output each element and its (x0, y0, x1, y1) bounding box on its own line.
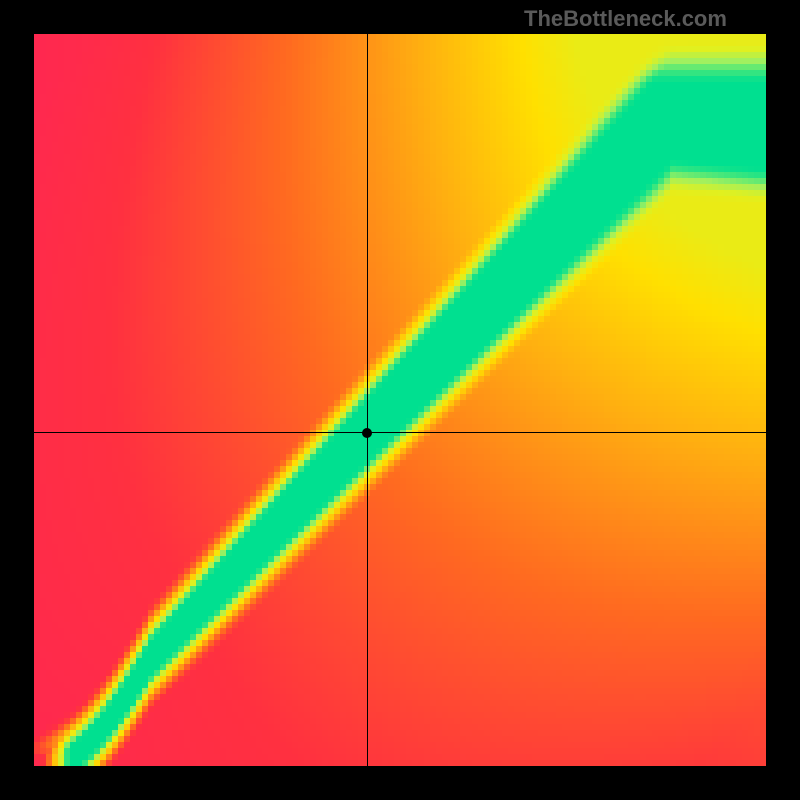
bottleneck-heatmap (34, 34, 766, 766)
watermark-text: TheBottleneck.com (524, 6, 727, 32)
crosshair-horizontal (34, 432, 766, 433)
crosshair-marker (362, 428, 372, 438)
crosshair-vertical (367, 34, 368, 766)
